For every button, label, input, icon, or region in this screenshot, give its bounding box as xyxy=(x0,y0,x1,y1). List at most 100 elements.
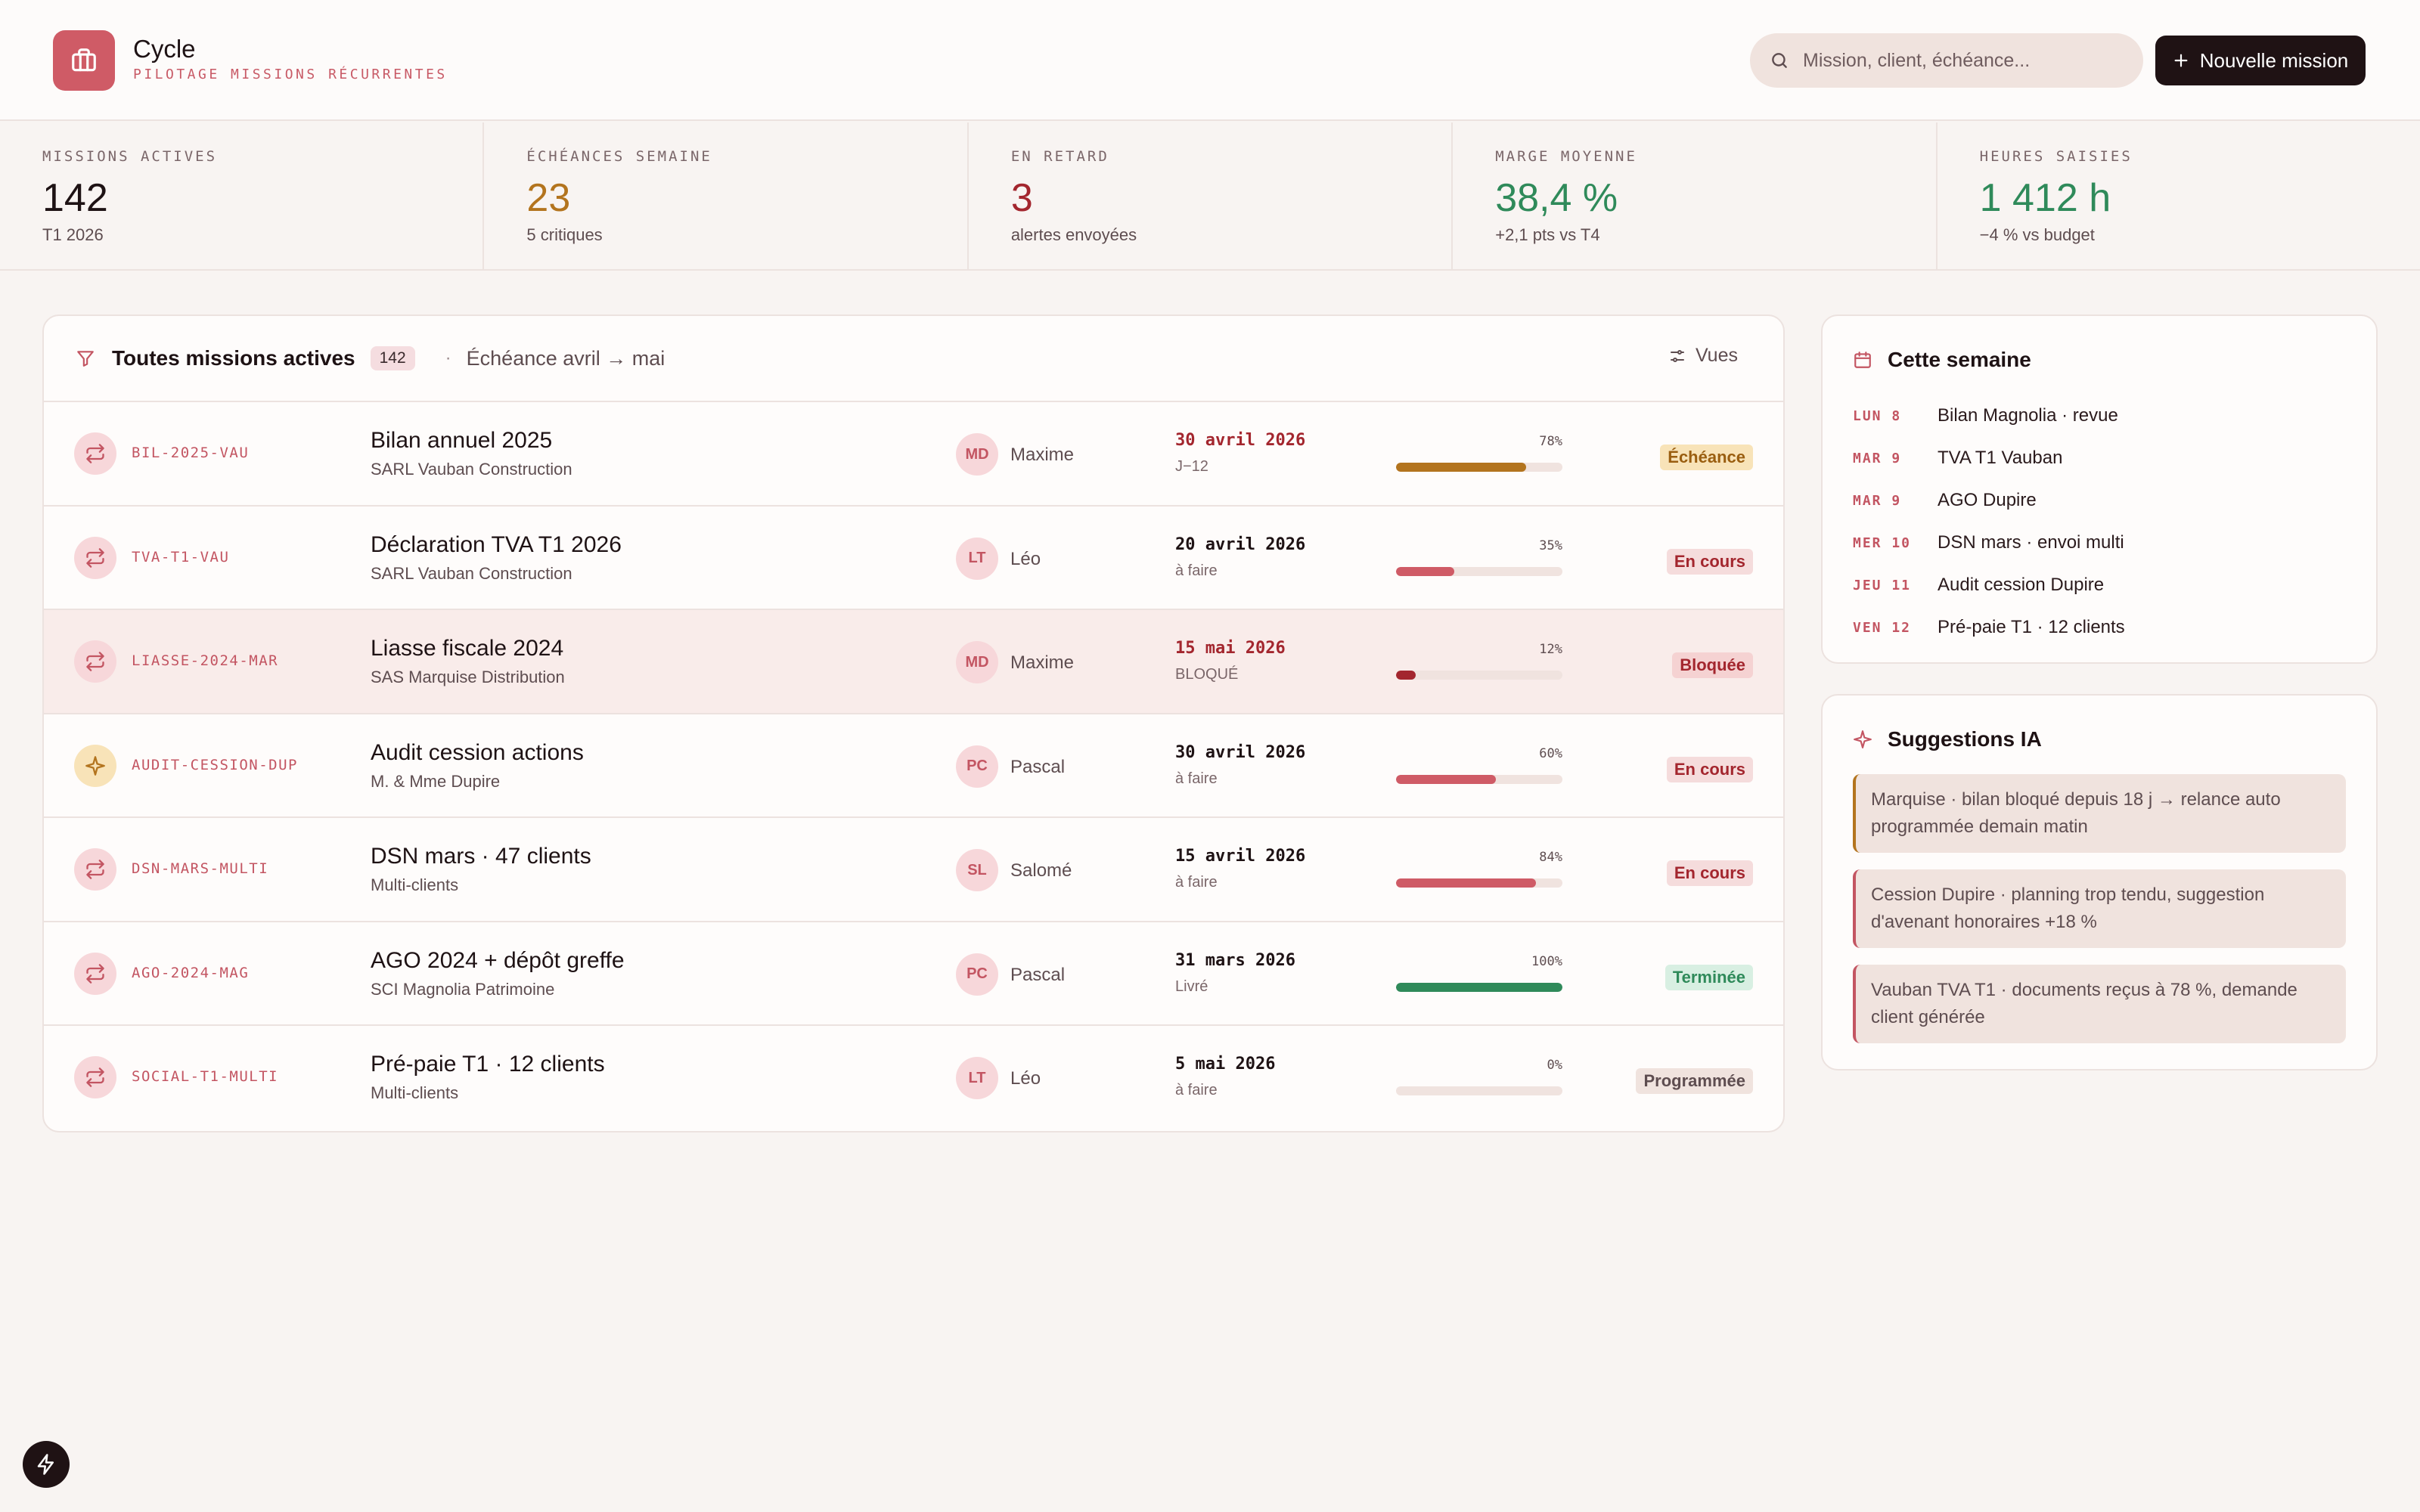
week-day: LUN 8 xyxy=(1853,407,1902,424)
repeat-icon xyxy=(86,963,104,984)
week-card: Cette semaine LUN 8 Bilan Magnolia · revu… xyxy=(1821,314,2378,664)
week-item[interactable]: MER 10 DSN mars · envoi multi xyxy=(1853,522,2346,564)
mission-type-badge xyxy=(74,744,116,787)
stat-note: −4 % vs budget xyxy=(1979,225,2095,244)
mission-code: SOCIAL-T1-MULTI xyxy=(132,1068,279,1085)
due-status: à faire xyxy=(1175,770,1218,787)
due-status: à faire xyxy=(1175,1082,1218,1098)
due-date: 15 mai 2026 xyxy=(1175,639,1286,658)
owner-avatar: LT xyxy=(956,537,998,580)
repeat-icon xyxy=(86,1067,104,1087)
owner-avatar: SL xyxy=(956,849,998,891)
progress-bar xyxy=(1396,1086,1562,1095)
week-card-header: Cette semaine xyxy=(1853,348,2346,372)
due-date: 30 avril 2026 xyxy=(1175,742,1306,762)
due-status: à faire xyxy=(1175,874,1218,891)
bolt-icon xyxy=(37,1454,54,1475)
owner-name: Pascal xyxy=(1010,756,1066,777)
search-input[interactable] xyxy=(1803,49,2121,72)
owner-avatar: PC xyxy=(956,953,998,996)
progress-bar-fill xyxy=(1396,878,1536,888)
stat-label: EN RETARD xyxy=(1010,148,1109,165)
mission-type-badge xyxy=(74,640,116,683)
mission-row[interactable]: DSN-MARS-MULTI DSN mars · 47 clients Multi… xyxy=(44,818,1783,922)
week-day: MAR 9 xyxy=(1853,492,1902,509)
owner-avatar: MD xyxy=(956,433,998,476)
mission-code: AGO-2024-MAG xyxy=(132,964,250,981)
progress-percent: 100% xyxy=(1531,953,1562,969)
progress-percent: 12% xyxy=(1539,642,1562,657)
progress-bar-fill xyxy=(1396,774,1496,784)
search-icon xyxy=(1772,53,1787,68)
progress-bar-fill xyxy=(1396,982,1562,992)
mission-row[interactable]: AUDIT-CESSION-DUP Audit cession actions M.… xyxy=(44,714,1783,818)
week-item[interactable]: MAR 9 AGO Dupire xyxy=(1853,479,2346,522)
owner-name: Léo xyxy=(1010,1068,1041,1089)
mission-client: Multi-clients xyxy=(371,875,459,894)
progress-bar xyxy=(1396,982,1562,992)
stat-note: 5 critiques xyxy=(526,225,603,244)
mission-title[interactable]: Déclaration TVA T1 2026 xyxy=(371,531,622,557)
mission-title[interactable]: Pré-paie T1 · 12 clients xyxy=(371,1052,605,1077)
app-title: Cycle xyxy=(133,35,196,63)
week-event: DSN mars · envoi multi xyxy=(1938,532,2124,553)
mission-client: SARL Vauban Construction xyxy=(371,563,572,583)
missions-card-header: Toutes missions actives 142 · Échéance a… xyxy=(44,316,1783,402)
mission-title[interactable]: Liasse fiscale 2024 xyxy=(371,636,564,661)
progress-bar-fill xyxy=(1396,671,1416,680)
week-event: TVA T1 Vauban xyxy=(1938,448,2063,468)
mission-row[interactable]: TVA-T1-VAU Déclaration TVA T1 2026 SARL Va… xyxy=(44,507,1783,610)
week-day: MER 10 xyxy=(1853,534,1912,551)
mission-title[interactable]: DSN mars · 47 clients xyxy=(371,844,591,869)
filter-title[interactable]: Toutes missions actives xyxy=(112,346,355,370)
mission-code: BIL-2025-VAU xyxy=(132,445,250,461)
mission-title[interactable]: AGO 2024 + dépôt greffe xyxy=(371,947,625,973)
stat-note: T1 2026 xyxy=(42,225,104,244)
suggestion-item[interactable]: Marquise · bilan bloqué depuis 18 j → re… xyxy=(1853,774,2346,853)
suggestion-item[interactable]: Cession Dupire · planning trop tendu, su… xyxy=(1853,869,2346,948)
stat-label: HEURES SAISIES xyxy=(1979,148,2133,165)
mission-client: M. & Mme Dupire xyxy=(371,771,501,791)
week-item[interactable]: LUN 8 Bilan Magnolia · revue xyxy=(1853,395,2346,437)
mission-row[interactable]: LIASSE-2024-MAR Liasse fiscale 2024 SAS Ma… xyxy=(44,610,1783,714)
mission-row[interactable]: SOCIAL-T1-MULTI Pré-paie T1 · 12 clients M… xyxy=(44,1026,1783,1130)
progress-percent: 35% xyxy=(1539,538,1562,553)
status-badge: En cours xyxy=(1666,548,1753,575)
progress-percent: 0% xyxy=(1547,1058,1562,1073)
stat-value: 3 xyxy=(1010,176,1033,220)
due-date: 5 mai 2026 xyxy=(1175,1055,1276,1074)
mission-type-badge xyxy=(74,432,116,475)
stat-card: ÉCHÉANCES SEMAINE 23 5 critiques xyxy=(484,122,969,269)
search-box[interactable] xyxy=(1750,33,2143,88)
due-range-filter[interactable]: Échéance avril → mai xyxy=(466,346,666,370)
mission-row[interactable]: BIL-2025-VAU Bilan annuel 2025 SARL Vauban… xyxy=(44,402,1783,507)
mission-type-badge xyxy=(74,952,116,995)
mission-type-badge xyxy=(74,848,116,891)
new-mission-label: Nouvelle mission xyxy=(2199,48,2349,72)
suggestion-item[interactable]: Vauban TVA T1 · documents reçus à 78 %, … xyxy=(1853,965,2346,1043)
quick-actions-button[interactable] xyxy=(23,1441,70,1488)
mission-title[interactable]: Audit cession actions xyxy=(371,739,584,765)
views-button[interactable]: Vues xyxy=(1668,345,1738,367)
top-bar: Cycle PILOTAGE MISSIONS RÉCURRENTES Nouv… xyxy=(0,0,2420,121)
owner-name: Léo xyxy=(1010,548,1041,569)
mission-code: AUDIT-CESSION-DUP xyxy=(132,756,298,773)
progress-bar-fill xyxy=(1396,566,1454,576)
new-mission-button[interactable]: Nouvelle mission xyxy=(2155,36,2366,85)
filter-icon[interactable] xyxy=(76,349,95,368)
week-item[interactable]: MAR 9 TVA T1 Vauban xyxy=(1853,437,2346,479)
stat-label: ÉCHÉANCES SEMAINE xyxy=(526,148,712,165)
app-logo[interactable] xyxy=(53,30,115,91)
stat-card: HEURES SAISIES 1 412 h −4 % vs budget xyxy=(1938,122,2420,269)
mission-client: SCI Magnolia Patrimoine xyxy=(371,979,555,999)
missions-card: Toutes missions actives 142 · Échéance a… xyxy=(42,314,1785,1132)
week-item[interactable]: VEN 12 Pré-paie T1 · 12 clients xyxy=(1853,606,2346,649)
due-status: à faire xyxy=(1175,562,1218,579)
mission-row[interactable]: AGO-2024-MAG AGO 2024 + dépôt greffe SCI M… xyxy=(44,922,1783,1026)
mission-title[interactable]: Bilan annuel 2025 xyxy=(371,428,553,453)
due-date: 15 avril 2026 xyxy=(1175,847,1306,866)
progress-percent: 60% xyxy=(1539,745,1562,761)
suggestions-card: Suggestions IA Marquise · bilan bloqué d… xyxy=(1821,694,2378,1070)
week-item[interactable]: JEU 11 Audit cession Dupire xyxy=(1853,564,2346,606)
status-badge: Terminée xyxy=(1665,964,1753,990)
